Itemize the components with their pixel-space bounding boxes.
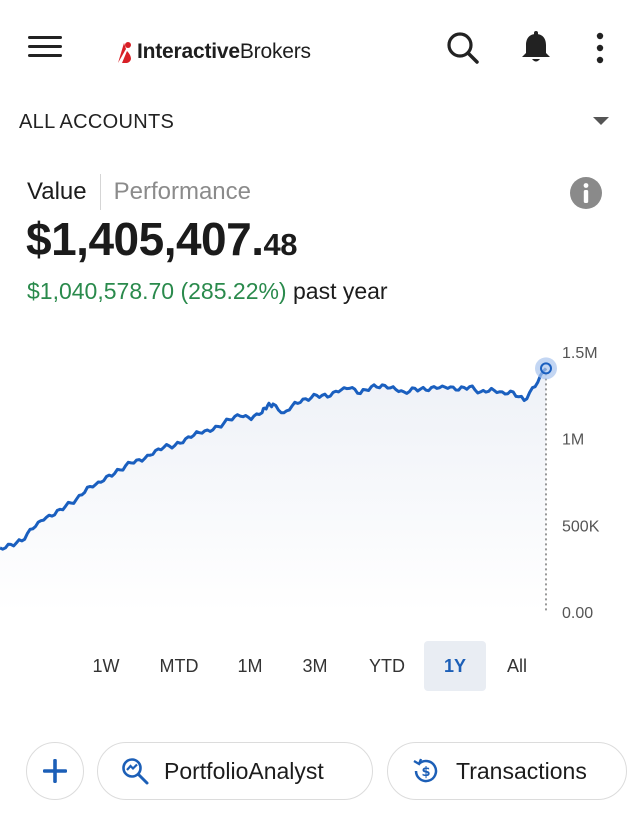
search-button[interactable] (441, 26, 485, 70)
range-tab-mtd[interactable]: MTD (159, 655, 199, 676)
add-button[interactable] (26, 742, 84, 800)
change-amount: $1,040,578.70 (285.22%) (27, 278, 287, 304)
portfolio-value-main: $1,405,407. (26, 213, 264, 265)
range-tabs: 1W MTD 1M 3M YTD 1Y All (74, 641, 548, 691)
account-selector-label: ALL ACCOUNTS (19, 110, 175, 133)
info-button[interactable] (568, 175, 604, 211)
value-performance-tabs: Value Performance (27, 172, 251, 212)
chart-series-line (0, 367, 548, 551)
menu-icon[interactable] (28, 34, 64, 60)
top-bar: InteractiveBrokers (0, 0, 628, 92)
value-chart-svg: 1.5M 1M 500K 0.00 (0, 345, 600, 622)
magnify-chart-icon (122, 758, 149, 785)
chart-current-point[interactable] (540, 362, 552, 375)
portfolio-value-cents: 48 (263, 227, 298, 262)
info-icon (570, 177, 602, 209)
range-tab-1y[interactable]: 1Y (424, 641, 486, 691)
transactions-label: Transactions (456, 757, 587, 784)
transactions-button[interactable]: $ Transactions (387, 742, 627, 800)
range-tab-ytd[interactable]: YTD (369, 655, 405, 676)
portfolio-analyst-label: PortfolioAnalyst (164, 757, 324, 784)
dollar-history-icon: $ (413, 758, 438, 783)
ib-logo-mark-icon (118, 42, 131, 63)
range-tab-1m[interactable]: 1M (237, 655, 263, 676)
chart-point-halo (535, 357, 557, 380)
bell-icon (522, 31, 550, 62)
brand-name: InteractiveBrokers (137, 40, 311, 63)
portfolio-value: $1,405,407.48 (26, 212, 298, 266)
tab-value[interactable]: Value (27, 178, 87, 205)
more-options-button[interactable] (578, 26, 622, 70)
search-icon (447, 32, 479, 64)
brand-logo: InteractiveBrokers (116, 32, 311, 72)
tab-divider (99, 174, 101, 210)
y-tick-label: 1M (562, 432, 584, 449)
y-tick-label: 0.00 (562, 605, 593, 622)
range-tab-all[interactable]: All (506, 655, 527, 676)
range-tab-3m[interactable]: 3M (302, 655, 328, 676)
portfolio-analyst-button[interactable]: PortfolioAnalyst (97, 742, 373, 800)
y-tick-label: 500K (562, 518, 600, 535)
change-period: past year (292, 278, 388, 304)
caret-down-icon (593, 117, 609, 125)
tab-performance[interactable]: Performance (113, 178, 251, 205)
chart-area-fill (0, 368, 546, 612)
kebab-menu-icon (596, 32, 604, 64)
notifications-button[interactable] (514, 26, 558, 70)
range-tab-1w[interactable]: 1W (92, 655, 120, 676)
svg-text:$: $ (421, 765, 430, 780)
plus-icon (43, 759, 67, 783)
y-tick-label: 1.5M (562, 345, 598, 362)
portfolio-change: $1,040,578.70 (285.22%) past year (27, 278, 388, 305)
account-selector[interactable]: ALL ACCOUNTS (19, 104, 609, 140)
value-chart: 1.5M 1M 500K 0.00 (0, 338, 628, 628)
